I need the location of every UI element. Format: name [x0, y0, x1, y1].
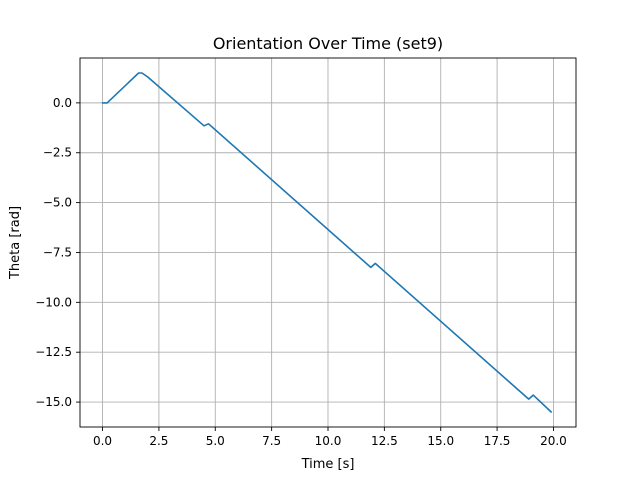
y-tick-label: −5.0 — [43, 196, 72, 210]
chart-title: Orientation Over Time (set9) — [213, 34, 443, 53]
x-tick-label: 7.5 — [262, 434, 281, 448]
y-tick-label: −7.5 — [43, 245, 72, 259]
y-axis-label: Theta [rad] — [8, 206, 23, 280]
x-tick-label: 12.5 — [371, 434, 398, 448]
x-tick-label: 5.0 — [206, 434, 225, 448]
y-tick-label: −2.5 — [43, 146, 72, 160]
series-line — [101, 72, 553, 413]
grid — [80, 58, 576, 427]
y-tick-label: −10.0 — [35, 295, 72, 309]
x-tick-label: 20.0 — [540, 434, 567, 448]
y-tick-label: −12.5 — [35, 345, 72, 359]
x-tick-label: 15.0 — [427, 434, 454, 448]
y-tick-label: −15.0 — [35, 395, 72, 409]
x-tick-label: 17.5 — [484, 434, 511, 448]
y-tick-label: 0.0 — [53, 96, 72, 110]
ticks: 0.0 2.5 5.0 7.5 10.0 12.5 15.0 17.5 20.0 0.0 −2.5 −… — [35, 96, 567, 448]
x-tick-label: 10.0 — [315, 434, 342, 448]
x-tick-label: 2.5 — [149, 434, 168, 448]
x-axis-label: Time [s] — [301, 457, 355, 472]
x-tick-label: 0.0 — [93, 434, 112, 448]
series-layer — [101, 72, 553, 413]
